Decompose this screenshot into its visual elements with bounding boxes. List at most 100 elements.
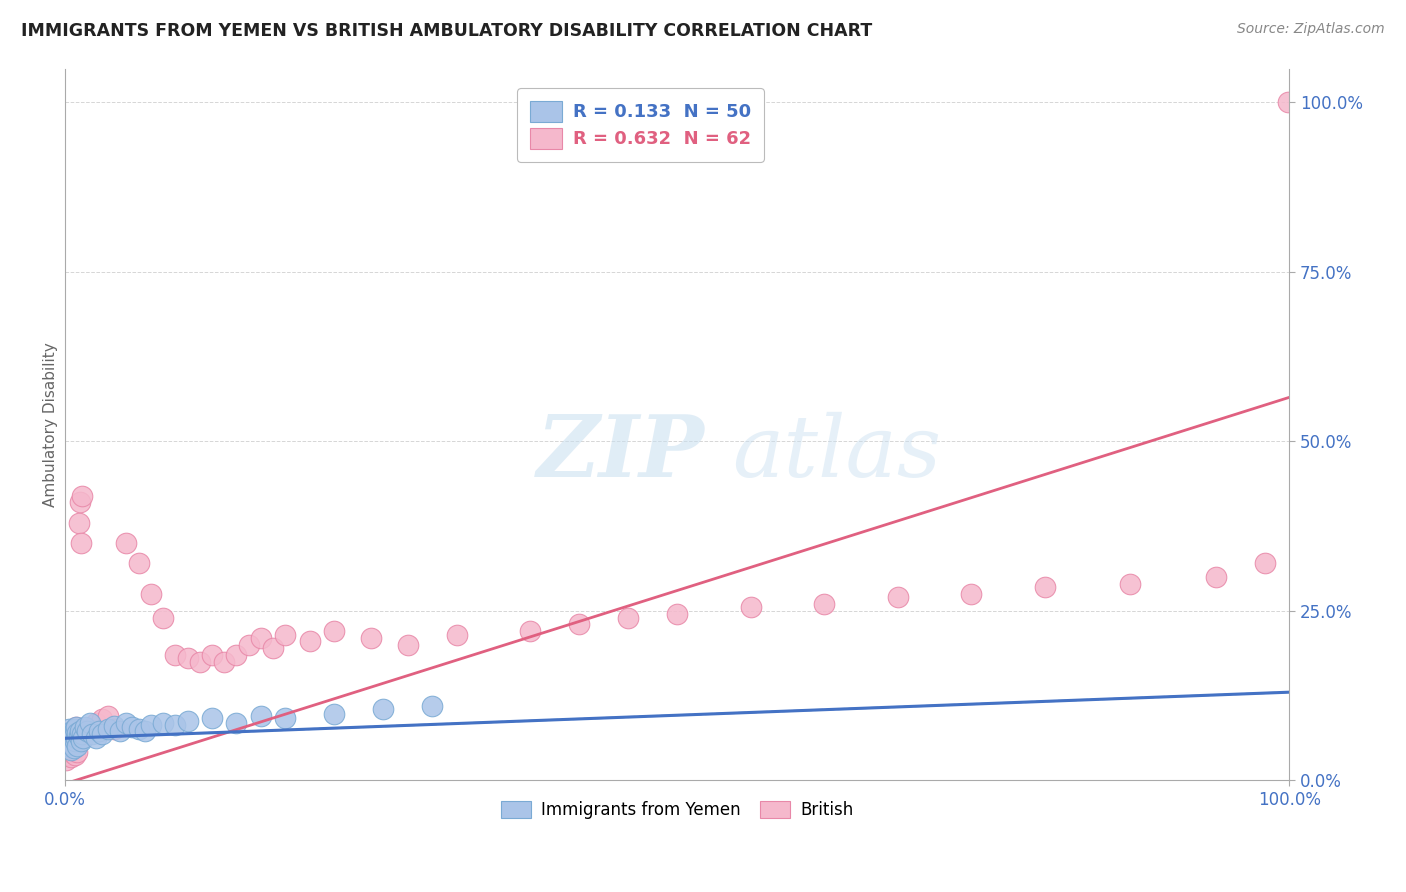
Point bbox=[66, 745, 89, 759]
Point bbox=[63, 727, 86, 741]
Point bbox=[188, 655, 211, 669]
Point bbox=[56, 747, 79, 762]
Point bbox=[65, 720, 87, 734]
Point bbox=[740, 600, 762, 615]
Point bbox=[250, 709, 273, 723]
Point bbox=[62, 724, 84, 739]
Point bbox=[323, 624, 346, 639]
Point bbox=[139, 587, 162, 601]
Point bbox=[165, 648, 187, 662]
Point bbox=[59, 734, 82, 748]
Point bbox=[65, 720, 87, 734]
Text: atlas: atlas bbox=[733, 411, 942, 494]
Point bbox=[58, 732, 80, 747]
Point bbox=[960, 587, 983, 601]
Point bbox=[73, 720, 96, 734]
Point bbox=[274, 627, 297, 641]
Point bbox=[115, 536, 138, 550]
Text: IMMIGRANTS FROM YEMEN VS BRITISH AMBULATORY DISABILITY CORRELATION CHART: IMMIGRANTS FROM YEMEN VS BRITISH AMBULAT… bbox=[21, 22, 872, 40]
Text: ZIP: ZIP bbox=[537, 411, 704, 495]
Point bbox=[225, 648, 247, 662]
Point bbox=[212, 655, 235, 669]
Point bbox=[60, 749, 83, 764]
Point bbox=[66, 727, 89, 741]
Point bbox=[323, 706, 346, 721]
Point bbox=[70, 734, 93, 748]
Point bbox=[55, 743, 77, 757]
Point bbox=[103, 723, 125, 737]
Point bbox=[55, 729, 77, 743]
Point bbox=[62, 739, 84, 754]
Point bbox=[108, 724, 131, 739]
Point bbox=[103, 719, 125, 733]
Point bbox=[69, 495, 91, 509]
Point bbox=[128, 723, 150, 737]
Point bbox=[813, 597, 835, 611]
Point bbox=[65, 736, 87, 750]
Point bbox=[60, 743, 83, 757]
Point bbox=[115, 715, 138, 730]
Point bbox=[63, 747, 86, 762]
Point bbox=[121, 720, 143, 734]
Point bbox=[84, 715, 107, 730]
Point bbox=[1033, 580, 1056, 594]
Point bbox=[79, 723, 101, 737]
Point bbox=[59, 727, 82, 741]
Point bbox=[373, 702, 395, 716]
Point bbox=[90, 727, 112, 741]
Point bbox=[70, 489, 93, 503]
Point bbox=[84, 731, 107, 746]
Point bbox=[201, 711, 224, 725]
Point bbox=[59, 729, 82, 743]
Point bbox=[60, 731, 83, 746]
Point bbox=[76, 724, 98, 739]
Point bbox=[1277, 95, 1299, 110]
Point bbox=[58, 745, 80, 759]
Point bbox=[62, 729, 84, 743]
Point bbox=[262, 641, 284, 656]
Point bbox=[62, 745, 84, 759]
Point bbox=[58, 732, 80, 747]
Point bbox=[67, 516, 90, 530]
Point bbox=[70, 536, 93, 550]
Point bbox=[666, 607, 689, 622]
Y-axis label: Ambulatory Disability: Ambulatory Disability bbox=[44, 342, 58, 507]
Point bbox=[446, 627, 468, 641]
Point bbox=[56, 736, 79, 750]
Point bbox=[58, 723, 80, 737]
Point bbox=[298, 634, 321, 648]
Point bbox=[176, 714, 198, 728]
Point bbox=[519, 624, 541, 639]
Point bbox=[139, 717, 162, 731]
Point bbox=[134, 724, 156, 739]
Point bbox=[225, 715, 247, 730]
Point bbox=[55, 739, 77, 754]
Point bbox=[59, 740, 82, 755]
Point bbox=[165, 717, 187, 731]
Point bbox=[62, 740, 84, 755]
Point bbox=[63, 723, 86, 737]
Legend: Immigrants from Yemen, British: Immigrants from Yemen, British bbox=[494, 794, 860, 825]
Point bbox=[1119, 576, 1142, 591]
Point bbox=[60, 734, 83, 748]
Point bbox=[422, 698, 444, 713]
Point bbox=[79, 715, 101, 730]
Point bbox=[66, 739, 89, 754]
Point bbox=[617, 610, 640, 624]
Point bbox=[72, 731, 94, 746]
Text: Source: ZipAtlas.com: Source: ZipAtlas.com bbox=[1237, 22, 1385, 37]
Point bbox=[56, 736, 79, 750]
Point bbox=[97, 709, 120, 723]
Point bbox=[360, 631, 382, 645]
Point bbox=[56, 726, 79, 740]
Point bbox=[1205, 570, 1227, 584]
Point bbox=[72, 729, 94, 743]
Point bbox=[65, 731, 87, 746]
Point bbox=[55, 753, 77, 767]
Point bbox=[66, 726, 89, 740]
Point bbox=[67, 729, 90, 743]
Point bbox=[63, 734, 86, 748]
Point bbox=[97, 723, 120, 737]
Point bbox=[238, 638, 260, 652]
Point bbox=[62, 724, 84, 739]
